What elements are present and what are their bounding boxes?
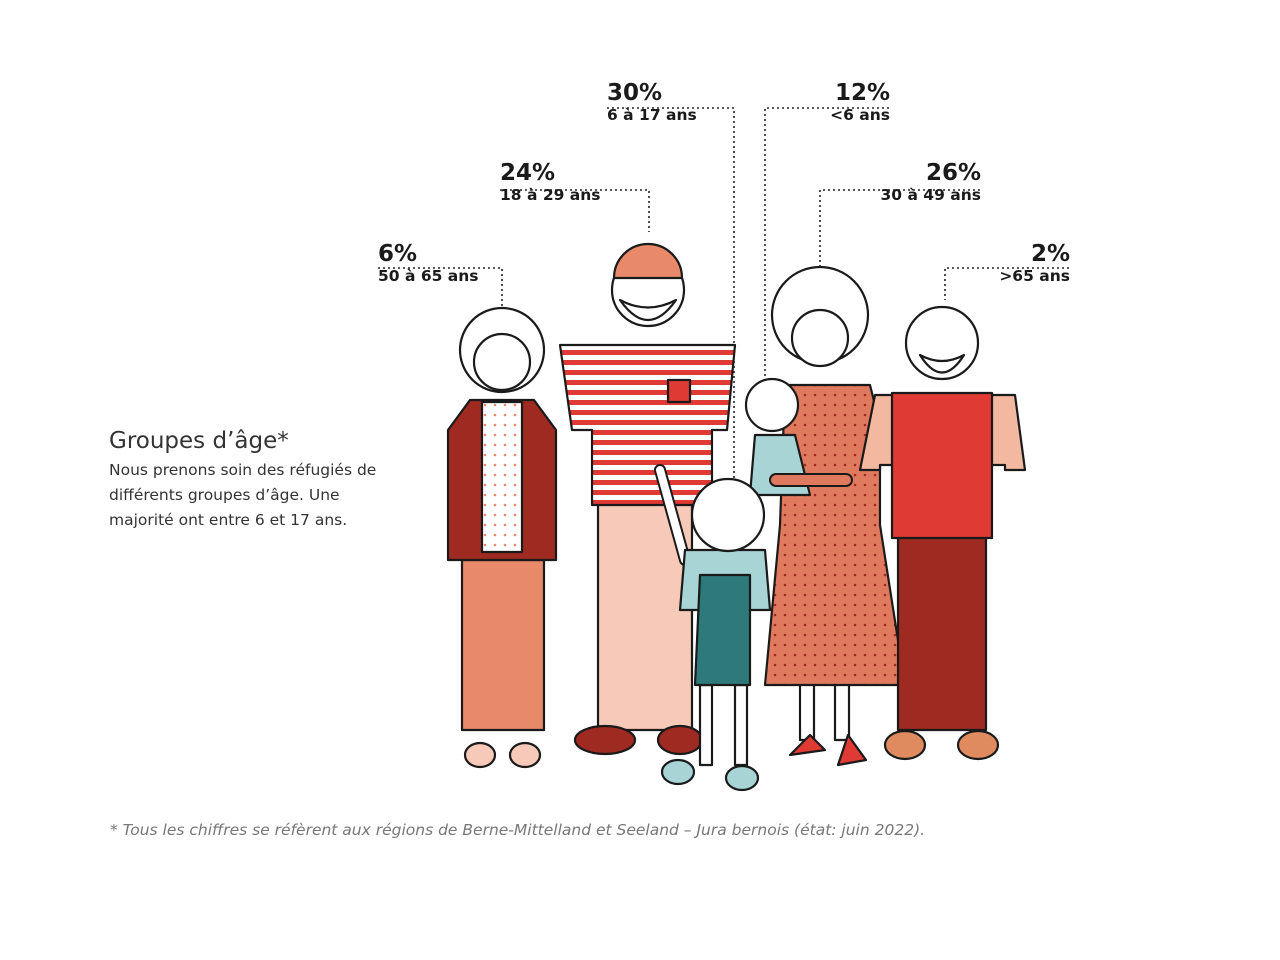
figure-baby bbox=[744, 377, 853, 497]
age-label-30-49: 26% 30 à 49 ans bbox=[880, 162, 981, 204]
figure-old-man bbox=[858, 305, 1027, 761]
age-range: 30 à 49 ans bbox=[880, 186, 981, 204]
percent-value: 6% bbox=[378, 241, 418, 267]
percent-value: 26% bbox=[925, 160, 981, 186]
percent-value: 24% bbox=[500, 160, 556, 186]
age-label-18-29: 24% 18 à 29 ans bbox=[500, 162, 601, 204]
age-range: 18 à 29 ans bbox=[500, 186, 601, 204]
percent-value: 2% bbox=[1030, 241, 1070, 267]
age-range: >65 ans bbox=[999, 267, 1070, 285]
age-label-50-65: 6% 50 à 65 ans bbox=[378, 243, 479, 285]
intro-title: Groupes d’âge* bbox=[109, 428, 289, 454]
figure-girl bbox=[654, 464, 772, 792]
intro-block: Groupes d’âge* Nous prenons soin des réf… bbox=[109, 428, 409, 533]
age-range: <6 ans bbox=[830, 106, 890, 124]
age-label-under-6: 12% <6 ans bbox=[830, 82, 890, 124]
age-label-6-17: 30% 6 à 17 ans bbox=[607, 82, 697, 124]
figure-woman bbox=[763, 265, 907, 767]
percent-value: 12% bbox=[834, 80, 890, 106]
footnote: * Tous les chiffres se réfèrent aux régi… bbox=[110, 821, 926, 839]
percent-value: 30% bbox=[607, 80, 663, 106]
age-label-over-65: 2% >65 ans bbox=[999, 243, 1070, 285]
figure-grandma bbox=[446, 306, 558, 769]
age-range: 6 à 17 ans bbox=[607, 106, 697, 124]
intro-text: Nous prenons soin des réfugiés de différ… bbox=[109, 461, 377, 529]
age-range: 50 à 65 ans bbox=[378, 267, 479, 285]
